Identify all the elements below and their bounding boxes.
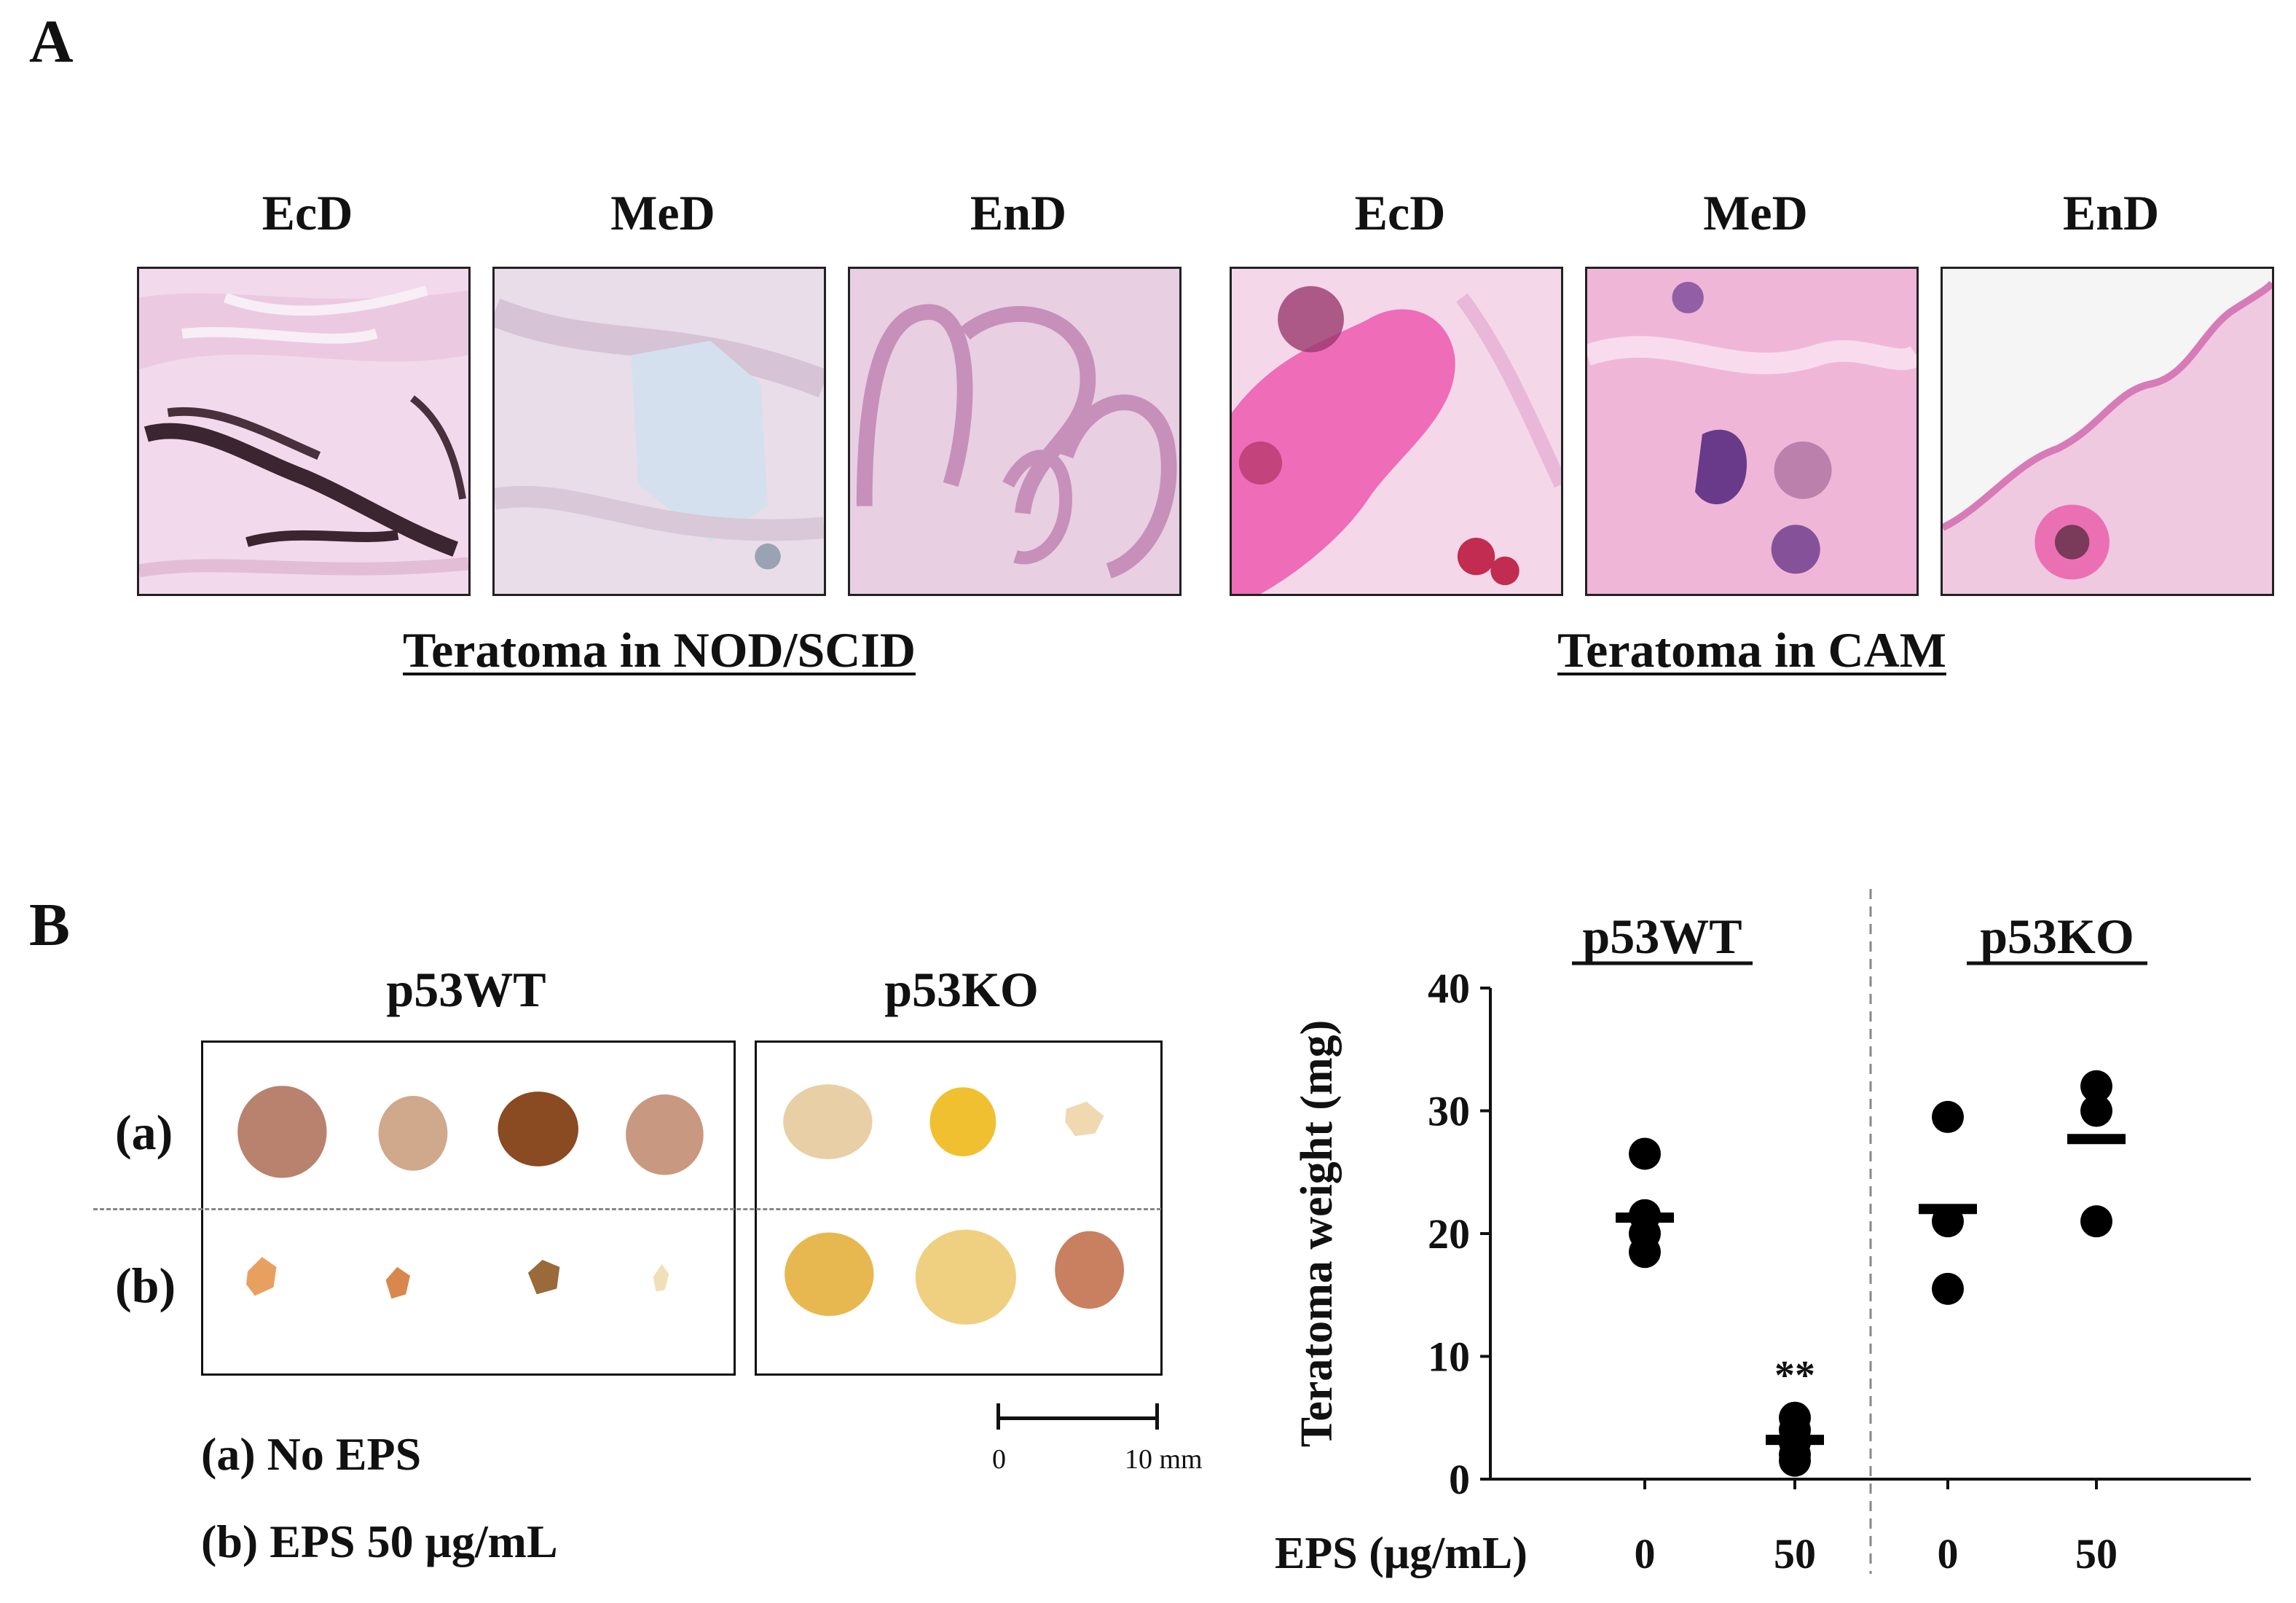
histology-image-nodscid-end (848, 267, 1182, 596)
photo-row-divider (93, 1208, 1161, 1210)
chart-y-axis-label: Teratoma weight (mg) (1292, 1020, 1342, 1448)
histology-image-cam-end (1941, 267, 2274, 596)
panel-b-letter: B (29, 891, 71, 959)
column-label-end-nodscid: EnD (970, 185, 1067, 240)
group-label-cam: Teratoma in CAM (1557, 622, 1946, 678)
column-label-end-cam: EnD (2062, 185, 2160, 240)
chart-y-tick-label-40: 40 (1428, 965, 1470, 1012)
legend-no-eps: (a) No EPS (201, 1428, 422, 1480)
scale-bar-end-label: 10 mm (1125, 1444, 1203, 1475)
column-label-ecd-cam: EcD (1354, 185, 1446, 240)
chart-point-p53ko-50-1 (2080, 1094, 2112, 1127)
panel-a-letter: A (29, 8, 74, 76)
chart-y-tick-label-30: 30 (1428, 1088, 1470, 1135)
histology-image-nodscid-med (492, 267, 826, 596)
scale-bar-right-tick (1155, 1403, 1159, 1430)
chart-point-p53wt-50-4 (1779, 1444, 1811, 1477)
chart-point-p53wt-0-0 (1629, 1137, 1661, 1170)
column-label-ecd-nodscid: EcD (262, 185, 353, 240)
legend-eps-50: (b) EPS 50 μg/mL (201, 1516, 558, 1567)
chart-category-label-0: 0 (1635, 1530, 1656, 1577)
scale-bar-start-label: 0 (992, 1444, 1006, 1475)
chart-group-label-p53wt: p53WT (1582, 909, 1742, 964)
photo-title-p53ko: p53KO (884, 962, 1039, 1017)
chart-y-tick-label-20: 20 (1428, 1210, 1470, 1258)
row-label-b: (b) (115, 1258, 176, 1313)
chart-significance-p53wt-50: ** (1774, 1353, 1815, 1398)
photo-title-p53wt: p53WT (386, 962, 546, 1017)
scale-bar-left-tick (996, 1403, 1000, 1430)
chart-category-label-2: 0 (1938, 1530, 1959, 1577)
chart-point-p53ko-0-2 (1932, 1272, 1964, 1305)
chart-x-axis-label: EPS (μg/mL) (1275, 1529, 1528, 1578)
teratoma-weight-chart: p53WT p53KO 0 10 20 30 40 Teratoma weight (mg) E… (1275, 889, 2251, 1578)
chart-category-label-3: 50 (2075, 1530, 2118, 1577)
histology-image-nodscid-ecd (137, 267, 471, 596)
column-label-med-cam: MeD (1703, 185, 1808, 240)
chart-point-p53ko-50-2 (2080, 1205, 2112, 1238)
scale-bar (998, 1416, 1158, 1420)
chart-group-label-p53ko: p53KO (1980, 909, 2134, 964)
chart-category-label-1: 50 (1774, 1530, 1816, 1577)
histology-image-cam-ecd (1230, 267, 1563, 596)
histology-image-cam-med (1585, 267, 1919, 596)
group-label-nodscid: Teratoma in NOD/SCID (403, 622, 916, 678)
chart-point-p53ko-0-0 (1932, 1100, 1964, 1133)
row-label-a: (a) (115, 1105, 173, 1160)
chart-point-p53ko-50-0 (2080, 1070, 2112, 1102)
column-label-med-nodscid: MeD (610, 185, 715, 240)
chart-y-tick-label-0: 0 (1449, 1456, 1470, 1503)
chart-y-tick-label-10: 10 (1428, 1333, 1470, 1381)
chart-point-p53wt-0-3 (1629, 1236, 1661, 1269)
